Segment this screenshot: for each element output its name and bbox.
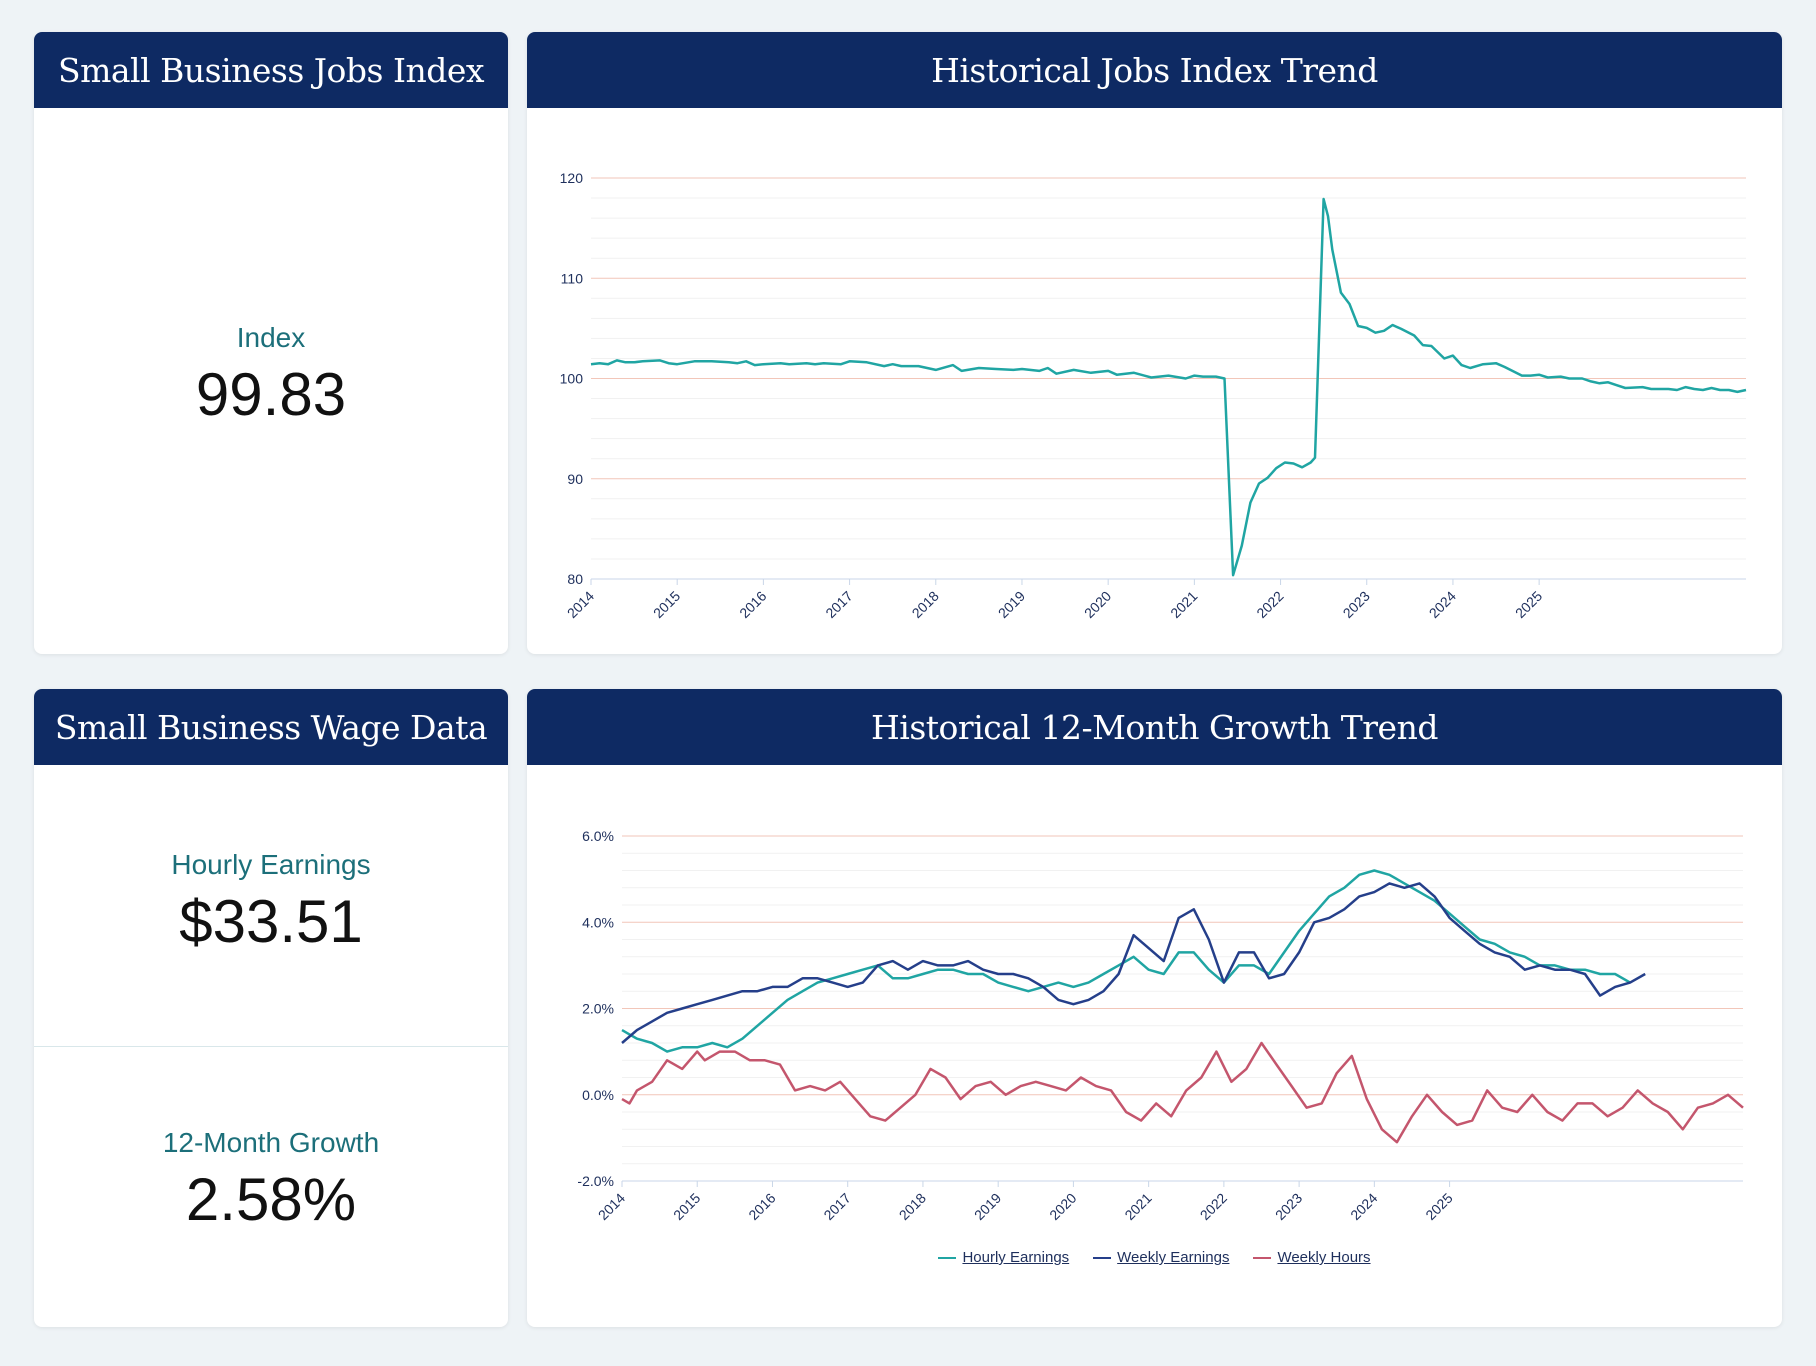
y-tick-label: 2.0% [582, 1001, 614, 1017]
x-tick-label: 2014 [564, 588, 597, 621]
legend-label-weekly-hours: Weekly Hours [1277, 1249, 1371, 1266]
series-line-hourly-earnings[interactable] [621, 869, 1631, 1053]
x-tick-label: 2020 [1046, 1190, 1079, 1223]
series-line-0[interactable] [590, 197, 1747, 577]
hourly-earnings-value: $33.51 [179, 888, 363, 955]
y-tick-label: 0.0% [582, 1087, 614, 1103]
hourly-earnings-label: Hourly Earnings [171, 849, 371, 880]
x-tick-label: 2019 [995, 588, 1028, 621]
x-tick-label: 2025 [1422, 1190, 1455, 1223]
jobs-index-title: Small Business Jobs Index [34, 32, 508, 108]
wage-divider [34, 1046, 508, 1047]
x-tick-label: 2024 [1347, 1190, 1380, 1223]
legend-swatch-weekly-hours [1253, 1256, 1272, 1259]
growth-legend: Hourly Earnings Weekly Earnings Weekly H… [527, 1249, 1782, 1266]
x-tick-label: 2024 [1426, 588, 1459, 621]
growth-trend-card: Historical 12-Month Growth Trend -2.0% 0.… [527, 689, 1782, 1327]
x-tick-label: 2025 [1512, 588, 1545, 621]
jobs-index-card: Small Business Jobs Index Index 99.83 [34, 32, 508, 654]
x-tick-label: 2016 [745, 1190, 778, 1223]
x-tick-label: 2023 [1340, 588, 1373, 621]
series-line-weekly-earnings[interactable] [621, 882, 1646, 1044]
x-tick-label: 2023 [1272, 1190, 1305, 1223]
y-tick-label: -2.0% [577, 1173, 614, 1189]
jobs-index-stat: Index 99.83 [34, 322, 508, 429]
growth-value: 2.58% [185, 1166, 357, 1233]
legend-hourly-earnings[interactable]: Hourly Earnings [938, 1249, 1069, 1266]
x-tick-label: 2021 [1167, 588, 1200, 621]
jobs-trend-card: Historical Jobs Index Trend 80 90 100 110 12… [527, 32, 1782, 654]
legend-weekly-earnings[interactable]: Weekly Earnings [1093, 1249, 1229, 1266]
x-tick-label: 2015 [650, 588, 683, 621]
jobs-trend-title: Historical Jobs Index Trend [527, 32, 1782, 108]
x-tick-label: 2017 [822, 588, 855, 621]
y-tick-label: 110 [561, 270, 584, 286]
y-tick-label: 100 [560, 371, 584, 387]
wage-data-card: Small Business Wage Data Hourly Earnings… [34, 689, 508, 1327]
x-tick-label: 2016 [736, 588, 769, 621]
y-tick-label: 6.0% [582, 828, 614, 844]
x-tick-label: 2019 [971, 1190, 1004, 1223]
legend-swatch-weekly-earnings [1093, 1256, 1112, 1259]
x-tick-label: 2022 [1197, 1190, 1230, 1223]
index-value: 99.83 [195, 361, 347, 428]
y-tick-label: 4.0% [582, 914, 614, 930]
growth-label: 12-Month Growth [162, 1127, 380, 1158]
legend-swatch-hourly [938, 1256, 957, 1259]
y-tick-label: 90 [567, 471, 583, 487]
wage-data-title: Small Business Wage Data [34, 689, 508, 765]
growth-trend-title: Historical 12-Month Growth Trend [527, 689, 1782, 765]
x-tick-label: 2020 [1081, 588, 1114, 621]
x-tick-label: 2014 [595, 1190, 628, 1223]
gridlines [622, 835, 1743, 1182]
y-tick-label: 80 [567, 571, 583, 587]
x-tick-label: 2018 [896, 1190, 929, 1223]
jobs-trend-chart: 80 90 100 110 120 2014 2015 2016 2017 2018 2019 202… [560, 170, 1747, 621]
x-tick-label: 2015 [670, 1190, 703, 1223]
growth-trend-chart: -2.0% 0.0% 2.0% 4.0% 6.0% 2014 2015 2016 2017 201… [577, 828, 1744, 1223]
y-tick-label: 120 [560, 170, 584, 186]
legend-label-weekly-earnings: Weekly Earnings [1117, 1249, 1230, 1266]
x-tick-label: 2021 [1121, 1190, 1154, 1223]
x-tick-label: 2017 [820, 1190, 853, 1223]
gridlines [591, 177, 1746, 580]
x-tick-label: 2018 [909, 588, 942, 621]
x-tick-label: 2022 [1253, 588, 1286, 621]
growth-stat: 12-Month Growth 2.58% [34, 1127, 508, 1234]
legend-weekly-hours[interactable]: Weekly Hours [1253, 1249, 1371, 1266]
series-line-weekly-hours[interactable] [621, 1041, 1744, 1144]
hourly-earnings-stat: Hourly Earnings $33.51 [34, 849, 508, 956]
legend-label-hourly: Hourly Earnings [962, 1249, 1070, 1266]
index-label: Index [236, 322, 306, 353]
